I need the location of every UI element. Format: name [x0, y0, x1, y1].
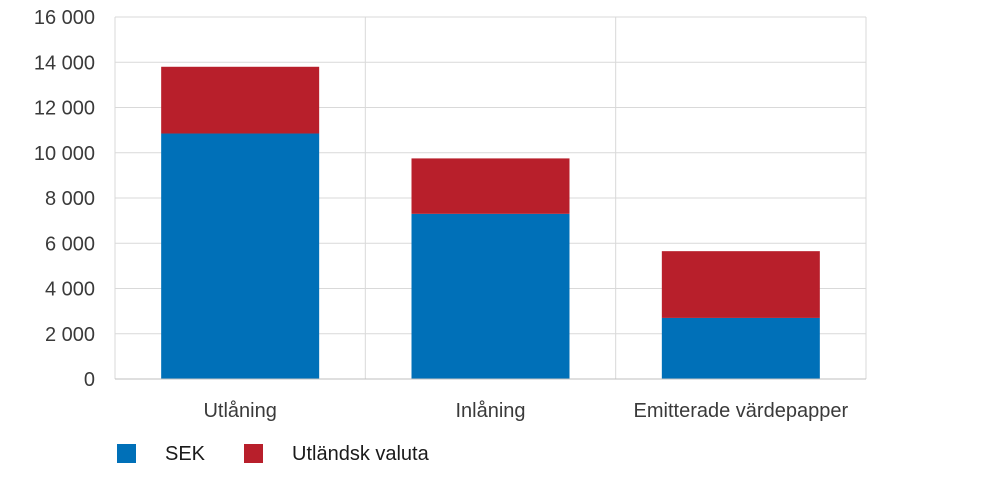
- y-tick-label: 0: [84, 369, 95, 391]
- y-tick-label: 2 000: [45, 324, 95, 346]
- bar-segment-utlandsk-valuta: [161, 66, 320, 134]
- y-tick-label: 8 000: [45, 188, 95, 210]
- y-tick-label: 12 000: [34, 98, 95, 120]
- bar-segment-sek: [161, 133, 320, 379]
- y-tick-label: 6 000: [45, 233, 95, 255]
- x-category-label: Utlåning: [203, 400, 276, 422]
- bars: [161, 66, 820, 379]
- y-tick-label: 10 000: [34, 143, 95, 165]
- y-tick-label: 14 000: [34, 52, 95, 74]
- bar-segment-sek: [411, 213, 570, 379]
- legend-label-utlandsk-valuta: Utländsk valuta: [292, 443, 430, 465]
- y-tick-label: 16 000: [34, 7, 95, 29]
- legend-swatch-sek: [117, 444, 136, 463]
- bar-segment-utlandsk-valuta: [411, 158, 570, 214]
- x-category-label: Inlåning: [455, 400, 525, 422]
- x-category-label: Emitterade värdepapper: [634, 400, 849, 422]
- legend-label-sek: SEK: [165, 443, 206, 465]
- y-tick-label: 4 000: [45, 279, 95, 301]
- bar-segment-utlandsk-valuta: [661, 251, 820, 318]
- bar-segment-sek: [661, 317, 820, 379]
- legend-swatch-utlandsk-valuta: [244, 444, 263, 463]
- category-labels: Utlåning Inlåning Emitterade värdepapper: [203, 400, 848, 422]
- legend: SEK Utländsk valuta: [117, 443, 430, 465]
- y-tick-labels: 0 2 000 4 000 6 000 8 000 10 000 12 000 14 000 1…: [34, 7, 95, 391]
